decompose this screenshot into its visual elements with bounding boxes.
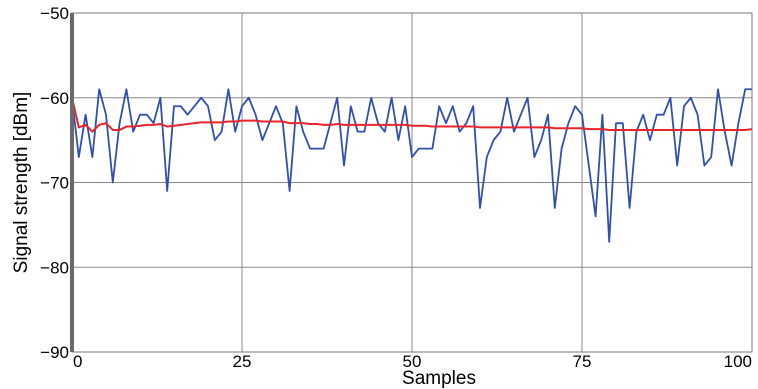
y-tick-label: −90 xyxy=(40,343,69,362)
x-tick-label: 50 xyxy=(403,352,422,371)
x-tick-label: 0 xyxy=(73,352,82,371)
x-axis-title: Samples xyxy=(402,368,476,389)
x-tick-label: 75 xyxy=(573,352,592,371)
x-tick-label: 100 xyxy=(724,352,752,371)
tick-labels: −90 −80 −70 −60 −50 0 25 50 75 100 xyxy=(40,4,752,371)
grid-lines xyxy=(72,12,753,353)
y-tick-label: −60 xyxy=(40,89,69,108)
series-line-2 xyxy=(71,97,753,133)
y-tick-label: −80 xyxy=(40,258,69,277)
y-tick-label: −50 xyxy=(40,4,69,23)
x-tick-label: 25 xyxy=(233,352,252,371)
series-layer xyxy=(71,88,753,243)
series-line-1 xyxy=(71,88,752,243)
y-tick-label: −70 xyxy=(40,174,69,193)
y-axis-title: Signal strength [dBm] xyxy=(11,92,32,274)
